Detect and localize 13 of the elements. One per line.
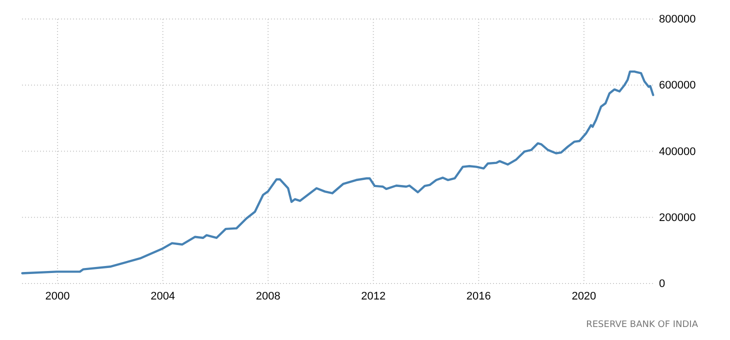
y-tick-label: 600000 bbox=[659, 80, 696, 92]
x-tick-label: 2012 bbox=[361, 290, 386, 302]
x-tick-label: 2004 bbox=[150, 290, 176, 302]
x-tick-label: 2008 bbox=[256, 290, 280, 302]
line-series bbox=[21, 70, 654, 274]
text: RESERVE BANK OF INDIA bbox=[586, 320, 699, 330]
x-tick-label: 2020 bbox=[572, 290, 596, 302]
y-tick-label: 400000 bbox=[659, 146, 696, 158]
y-tick-label: 200000 bbox=[659, 212, 696, 224]
x-tick-label: 2016 bbox=[466, 290, 491, 302]
x-tick-label: 2000 bbox=[45, 290, 70, 302]
y-tick-label: 800000 bbox=[659, 14, 696, 26]
y-tick-label: 0 bbox=[659, 278, 666, 290]
